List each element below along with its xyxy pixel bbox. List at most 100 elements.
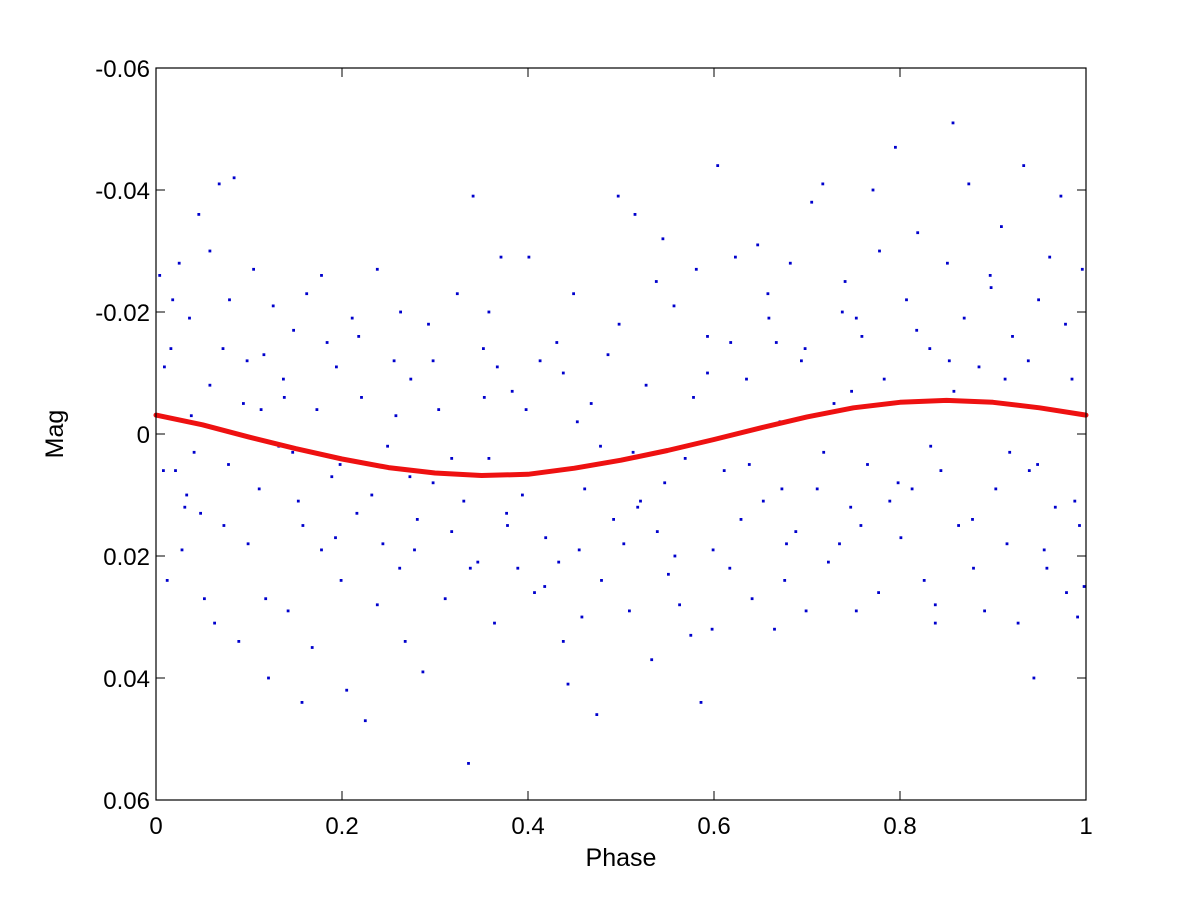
data-point (616, 194, 620, 198)
data-point (756, 243, 760, 247)
data-point (1036, 463, 1039, 466)
y-axis-ticks: -0.06 -0.04 -0.02 0 0.02 0.04 0.06 (95, 56, 1086, 815)
data-point (271, 304, 275, 308)
data-point (946, 261, 949, 265)
data-point (780, 487, 784, 491)
data-point (282, 377, 285, 381)
data-point (915, 328, 919, 332)
data-point (510, 389, 514, 393)
data-point (381, 542, 385, 546)
y-tick-label: 0.02 (103, 544, 150, 571)
data-point (617, 322, 621, 326)
x-tick-label: 0.8 (883, 813, 916, 840)
data-point (977, 365, 981, 369)
data-point (527, 255, 531, 259)
data-point (761, 499, 765, 503)
data-point (983, 609, 986, 613)
y-axis-label: Mag (41, 410, 69, 459)
data-point (589, 402, 593, 405)
data-point (221, 347, 225, 350)
data-point (706, 335, 709, 338)
data-point (232, 176, 236, 180)
data-point (262, 353, 266, 357)
data-point (599, 444, 602, 448)
data-point (246, 542, 250, 546)
data-point (217, 182, 221, 186)
data-point (988, 274, 992, 277)
data-point (639, 499, 642, 503)
data-point (394, 414, 398, 418)
data-point (300, 701, 304, 704)
data-point (606, 353, 610, 357)
data-point (468, 566, 472, 570)
data-point (1070, 377, 1074, 381)
data-point (177, 261, 181, 265)
data-point (1003, 377, 1007, 381)
data-point (360, 396, 363, 399)
data-point (750, 597, 754, 601)
data-point (734, 255, 737, 259)
data-point (415, 518, 419, 521)
data-point (628, 609, 631, 613)
data-point (832, 402, 836, 405)
data-point (745, 377, 748, 381)
data-point (301, 524, 305, 527)
data-point (922, 579, 926, 582)
data-point (455, 292, 459, 296)
data-point (729, 341, 733, 344)
data-point (370, 493, 374, 497)
data-point (577, 548, 581, 552)
data-point (320, 274, 323, 277)
data-point (951, 121, 955, 125)
data-point (1026, 359, 1030, 363)
data-point (325, 341, 329, 344)
data-point (994, 487, 998, 491)
data-point (971, 518, 974, 521)
data-point (180, 548, 184, 552)
fit-curve (153, 397, 1089, 478)
data-point (933, 621, 937, 625)
data-points (158, 121, 1086, 765)
data-point (766, 292, 770, 296)
data-point (450, 457, 454, 460)
data-point (838, 542, 841, 546)
data-point (487, 457, 491, 460)
data-point (339, 579, 343, 582)
data-point (427, 322, 430, 326)
data-point (555, 341, 559, 344)
data-point (800, 359, 803, 363)
data-point (882, 377, 886, 381)
data-point (386, 444, 389, 448)
data-point (595, 713, 599, 716)
data-point (257, 487, 261, 491)
data-point (538, 359, 542, 363)
data-point (673, 554, 677, 558)
data-point (467, 762, 470, 765)
data-point (185, 493, 189, 497)
data-point (783, 579, 787, 582)
data-point (821, 182, 825, 186)
data-point (292, 328, 295, 332)
data-point (804, 609, 808, 613)
data-point (330, 475, 334, 479)
data-point (694, 267, 698, 271)
data-point (482, 396, 486, 399)
data-point (788, 261, 792, 265)
data-point (162, 469, 165, 472)
data-point (822, 450, 826, 454)
data-point (208, 383, 212, 387)
x-tick-label: 0 (149, 813, 162, 840)
data-point (409, 377, 413, 381)
data-point (650, 658, 654, 662)
data-point (1000, 225, 1003, 228)
data-point (544, 536, 548, 540)
data-point (443, 597, 447, 601)
x-tick-label: 1 (1079, 813, 1092, 840)
data-point (896, 481, 900, 485)
data-point (222, 524, 226, 527)
y-tick-label: 0 (137, 422, 150, 449)
data-point (252, 267, 255, 271)
y-tick-label: -0.04 (95, 178, 150, 205)
data-point (357, 335, 361, 338)
data-point (633, 213, 637, 216)
